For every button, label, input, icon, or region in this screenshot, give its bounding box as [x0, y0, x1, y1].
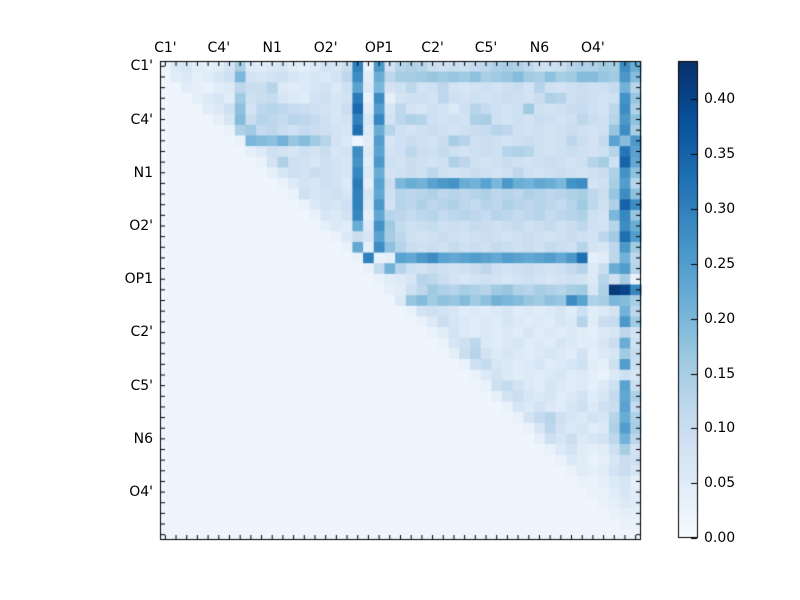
- colorbar-tick-label: 0.10: [704, 420, 736, 437]
- y-tick-label: C2': [130, 324, 153, 341]
- y-tick-label: O4': [129, 484, 153, 501]
- y-tick-label: OP1: [124, 271, 153, 288]
- x-tick-label: C2': [421, 40, 444, 56]
- x-tick-label: N6: [529, 40, 550, 56]
- colorbar-tick-label: 0.05: [704, 475, 736, 492]
- x-tick-label: N1: [262, 40, 282, 56]
- x-tick-label: O2': [313, 40, 338, 56]
- y-tick-label: O2': [129, 217, 153, 234]
- y-tick-label: C4': [130, 111, 153, 128]
- colorbar-tick-label: 0.40: [704, 91, 736, 108]
- y-tick-label: C5': [130, 377, 153, 394]
- x-tick-label: OP1: [364, 40, 394, 56]
- y-tick-label: N6: [133, 430, 153, 447]
- y-tick-label: N1: [133, 164, 153, 181]
- x-tick-label: C4': [207, 40, 231, 56]
- x-tick-label: C1': [154, 40, 177, 56]
- colorbar-tick-label: 0.15: [704, 365, 736, 382]
- colorbar-tick-label: 0.00: [704, 530, 736, 546]
- colorbar-tick-label: 0.25: [704, 255, 736, 272]
- x-tick-label: O4': [581, 40, 605, 56]
- colorbar-tick-label: 0.35: [704, 146, 736, 163]
- colorbar-tick-label: 0.30: [704, 201, 736, 218]
- y-tick-label: C1': [130, 58, 153, 75]
- colorbar-tick-label: 0.20: [704, 310, 736, 327]
- x-tick-label: C5': [474, 40, 498, 56]
